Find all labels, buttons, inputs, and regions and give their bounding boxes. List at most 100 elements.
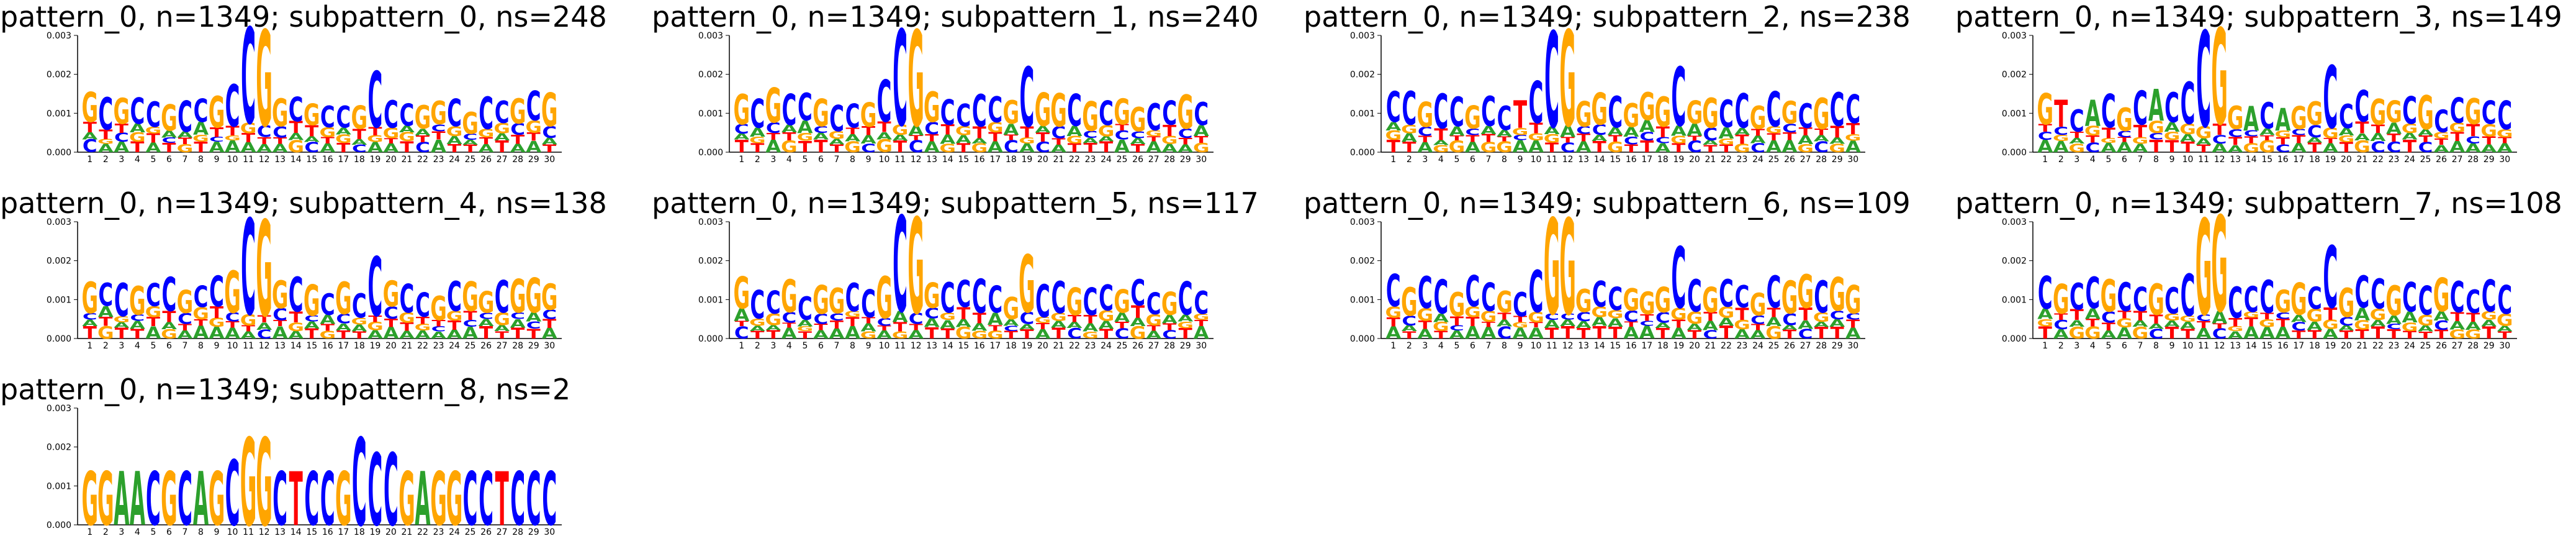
logo-letter: G <box>1655 89 1672 137</box>
logo-letter: C <box>367 240 382 335</box>
x-tick-label: 24 <box>449 341 460 351</box>
x-tick-label: 12 <box>259 341 270 351</box>
logo-letter: G <box>813 277 829 323</box>
logo-letter: T <box>909 322 923 332</box>
logo-letter: T <box>210 125 223 140</box>
logo-letter: T <box>941 122 955 138</box>
logo-letter: G <box>2211 189 2228 342</box>
x-tick-label: 20 <box>2341 341 2352 351</box>
logo-letter: G <box>2465 328 2482 342</box>
logo-letter: T <box>463 143 477 155</box>
logo-letter: A <box>193 323 209 343</box>
logo-letter: T <box>2117 309 2132 321</box>
x-tick-label: 25 <box>1117 155 1128 165</box>
x-tick-label: 23 <box>433 341 444 351</box>
logo-letter: A <box>336 321 352 332</box>
logo-letter: A <box>1114 137 1130 157</box>
logo-letter: C <box>2133 281 2148 319</box>
logo-letter: G <box>145 303 162 321</box>
logo-letter: G <box>192 304 209 324</box>
logo-letter: C <box>289 89 304 129</box>
logo-letter: A <box>813 329 829 342</box>
logo-letter: T <box>416 315 430 327</box>
logo-letter: C <box>162 136 177 145</box>
x-tick-label: 2 <box>2058 341 2064 351</box>
logo-letter: A <box>1066 123 1083 140</box>
logo-letter: C <box>1386 84 1401 132</box>
logo-letter: T <box>1482 320 1496 329</box>
logo-letter: C <box>1481 275 1496 320</box>
logo-letter: A <box>383 324 399 342</box>
logo-letter: A <box>1433 311 1449 325</box>
y-tick-label: 0.003 <box>1350 217 1375 227</box>
logo-letter: G <box>224 260 241 327</box>
logo-letter: T <box>479 135 493 146</box>
panel-title: pattern_0, n=1349; subpattern_4, ns=138 <box>0 186 607 220</box>
x-tick-label: 5 <box>150 341 156 351</box>
logo-letter: G <box>892 122 909 138</box>
logo-letter: G <box>2116 102 2133 139</box>
logo-letter: T <box>2149 312 2163 327</box>
logo-letter: G <box>2322 318 2339 332</box>
logo-letter: A <box>2418 324 2434 334</box>
logo-letter: A <box>1528 137 1544 156</box>
logo-letter: G <box>383 273 400 314</box>
logo-letter: T <box>845 126 859 137</box>
logo-letter: C <box>1497 323 1512 342</box>
x-tick-label: 1 <box>1390 155 1396 165</box>
logo-letter: T <box>973 124 986 142</box>
logo-letter: G <box>319 125 336 140</box>
logo-letter: C <box>384 434 399 549</box>
logo-letter: A <box>908 122 924 139</box>
logo-letter: A <box>893 308 909 326</box>
x-tick-label: 17 <box>338 341 349 351</box>
logo-letter: C <box>526 320 541 332</box>
logo-letter: G <box>493 309 510 329</box>
logo-letter: G <box>2322 125 2339 142</box>
logo-letter: G <box>939 311 956 322</box>
logo-letter: C <box>83 137 97 157</box>
logo-letter: A <box>1035 124 1051 135</box>
logo-panel: pattern_0, n=1349; subpattern_3, ns=149 0… <box>1955 0 2562 186</box>
logo-letter: A <box>1576 319 1592 330</box>
logo-letter: C <box>2069 276 2084 319</box>
logo-letter: T <box>2245 316 2259 329</box>
logo-letter: T <box>1814 324 1828 342</box>
x-tick-label: 3 <box>1422 155 1428 165</box>
x-tick-label: 15 <box>958 341 969 351</box>
logo-letter: C <box>2212 325 2227 342</box>
logo-letter: C <box>1703 328 1718 342</box>
logo-letter: C <box>146 277 161 314</box>
logo-letter: T <box>1672 318 1685 330</box>
y-tick-label: 0.003 <box>698 31 723 41</box>
x-tick-label: 8 <box>1502 155 1507 165</box>
x-tick-label: 17 <box>989 155 1001 165</box>
x-tick-label: 7 <box>834 155 840 165</box>
logo-letter: T <box>735 137 749 157</box>
logo-letter: T <box>2133 122 2148 142</box>
logo-letter: G <box>541 276 558 319</box>
logo-letter: T <box>353 330 367 342</box>
logo-letter: A <box>2069 319 2085 329</box>
x-tick-label: 26 <box>1784 155 1795 165</box>
logo-letter: A <box>1845 137 1862 156</box>
logo-letter: A <box>845 132 861 143</box>
y-tick-label: 0.002 <box>1350 257 1375 266</box>
x-tick-label: 21 <box>1053 341 1065 351</box>
logo-letter: T <box>1545 325 1559 342</box>
x-tick-label: 28 <box>1164 155 1175 165</box>
logo-letter: C <box>2181 71 2195 138</box>
x-tick-label: 30 <box>1847 341 1858 351</box>
x-tick-label: 29 <box>2484 341 2495 351</box>
logo-letter: G <box>955 324 972 342</box>
logo-letter: T <box>798 330 813 342</box>
logo-letter: G <box>2069 142 2086 155</box>
x-tick-label: 21 <box>402 341 413 351</box>
logo-letter: A <box>256 320 272 332</box>
logo-letter: G <box>733 268 750 319</box>
logo-letter: T <box>2340 139 2353 155</box>
logo-letter: A <box>82 130 97 142</box>
logo-letter: C <box>320 288 335 322</box>
logo-letter: A <box>1019 142 1035 156</box>
